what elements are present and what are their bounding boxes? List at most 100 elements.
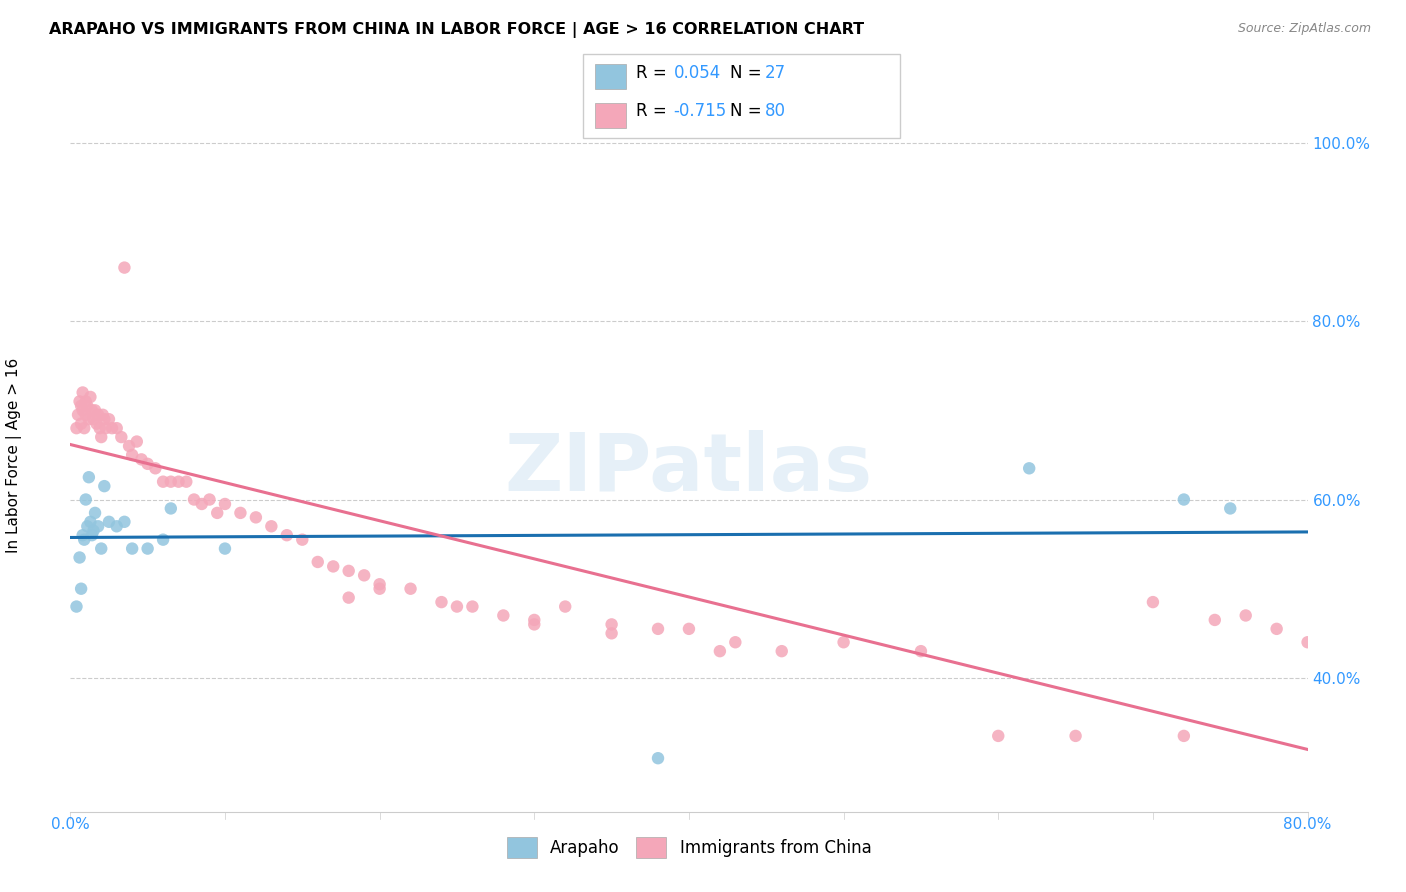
Point <box>770 644 793 658</box>
Point <box>80 528 103 542</box>
Point <box>1064 729 1087 743</box>
Point <box>207 506 229 520</box>
Point <box>125 434 148 449</box>
Point <box>77 470 100 484</box>
Point <box>461 599 484 614</box>
Point <box>1173 729 1195 743</box>
Point <box>145 461 166 475</box>
Point <box>91 408 114 422</box>
Point <box>167 475 190 489</box>
Point <box>82 412 105 426</box>
Point <box>98 412 120 426</box>
Point <box>75 408 97 422</box>
Point <box>90 541 112 556</box>
Point <box>600 626 623 640</box>
Point <box>101 421 124 435</box>
Text: 27: 27 <box>765 64 786 82</box>
Point <box>214 497 236 511</box>
Text: N =: N = <box>730 103 761 120</box>
Point <box>118 439 141 453</box>
Point <box>160 501 183 516</box>
Point <box>368 577 391 591</box>
Point <box>110 430 132 444</box>
Point <box>94 421 117 435</box>
Point <box>399 582 422 596</box>
Point <box>80 403 103 417</box>
Point <box>724 635 747 649</box>
Point <box>523 617 546 632</box>
Point <box>1219 501 1241 516</box>
Point <box>136 457 159 471</box>
Point <box>73 421 96 435</box>
Point <box>832 635 855 649</box>
Point <box>1234 608 1257 623</box>
Point <box>647 751 669 765</box>
Point <box>229 506 252 520</box>
Point <box>678 622 700 636</box>
Text: Source: ZipAtlas.com: Source: ZipAtlas.com <box>1237 22 1371 36</box>
Text: 80: 80 <box>765 103 786 120</box>
Point <box>647 622 669 636</box>
Point <box>67 408 90 422</box>
Text: R =: R = <box>636 103 666 120</box>
Point <box>1173 492 1195 507</box>
Point <box>84 506 107 520</box>
Point <box>75 394 97 409</box>
Point <box>174 475 197 489</box>
Point <box>368 582 391 596</box>
Text: N =: N = <box>730 64 761 82</box>
Point <box>307 555 329 569</box>
Point <box>69 550 91 565</box>
Point <box>160 475 183 489</box>
Point <box>65 421 87 435</box>
Point <box>69 394 91 409</box>
Point <box>492 608 515 623</box>
Point <box>523 613 546 627</box>
Point <box>260 519 283 533</box>
Point <box>93 412 115 426</box>
Point <box>105 421 128 435</box>
Text: ZIPatlas: ZIPatlas <box>505 430 873 508</box>
Point <box>89 421 111 435</box>
Point <box>276 528 298 542</box>
Point <box>152 533 174 547</box>
Text: ARAPAHO VS IMMIGRANTS FROM CHINA IN LABOR FORCE | AGE > 16 CORRELATION CHART: ARAPAHO VS IMMIGRANTS FROM CHINA IN LABO… <box>49 22 865 38</box>
Point <box>114 260 135 275</box>
Point <box>430 595 453 609</box>
Point <box>79 390 101 404</box>
Point <box>214 541 236 556</box>
Point <box>70 399 93 413</box>
Point <box>152 475 174 489</box>
Text: -0.715: -0.715 <box>673 103 727 120</box>
Point <box>191 497 214 511</box>
Point <box>65 599 87 614</box>
Point <box>114 515 135 529</box>
Point <box>82 524 105 538</box>
Point <box>121 448 143 462</box>
Point <box>554 599 576 614</box>
Point <box>76 399 98 413</box>
Point <box>121 541 143 556</box>
Point <box>446 599 468 614</box>
Point <box>131 452 153 467</box>
Point <box>75 492 97 507</box>
Point <box>1142 595 1164 609</box>
Legend: Arapaho, Immigrants from China: Arapaho, Immigrants from China <box>496 827 882 868</box>
Point <box>1018 461 1040 475</box>
Point <box>84 403 107 417</box>
Point <box>93 479 115 493</box>
Point <box>291 533 314 547</box>
Point <box>183 492 205 507</box>
Point <box>1265 622 1288 636</box>
Point <box>198 492 221 507</box>
Point <box>72 385 94 400</box>
Point <box>1296 635 1319 649</box>
Point <box>353 568 375 582</box>
Y-axis label: In Labor Force | Age > 16: In Labor Force | Age > 16 <box>6 358 21 552</box>
Point <box>910 644 932 658</box>
Point <box>322 559 344 574</box>
Point <box>987 729 1010 743</box>
Point <box>245 510 267 524</box>
Point <box>77 412 100 426</box>
Point <box>72 528 94 542</box>
